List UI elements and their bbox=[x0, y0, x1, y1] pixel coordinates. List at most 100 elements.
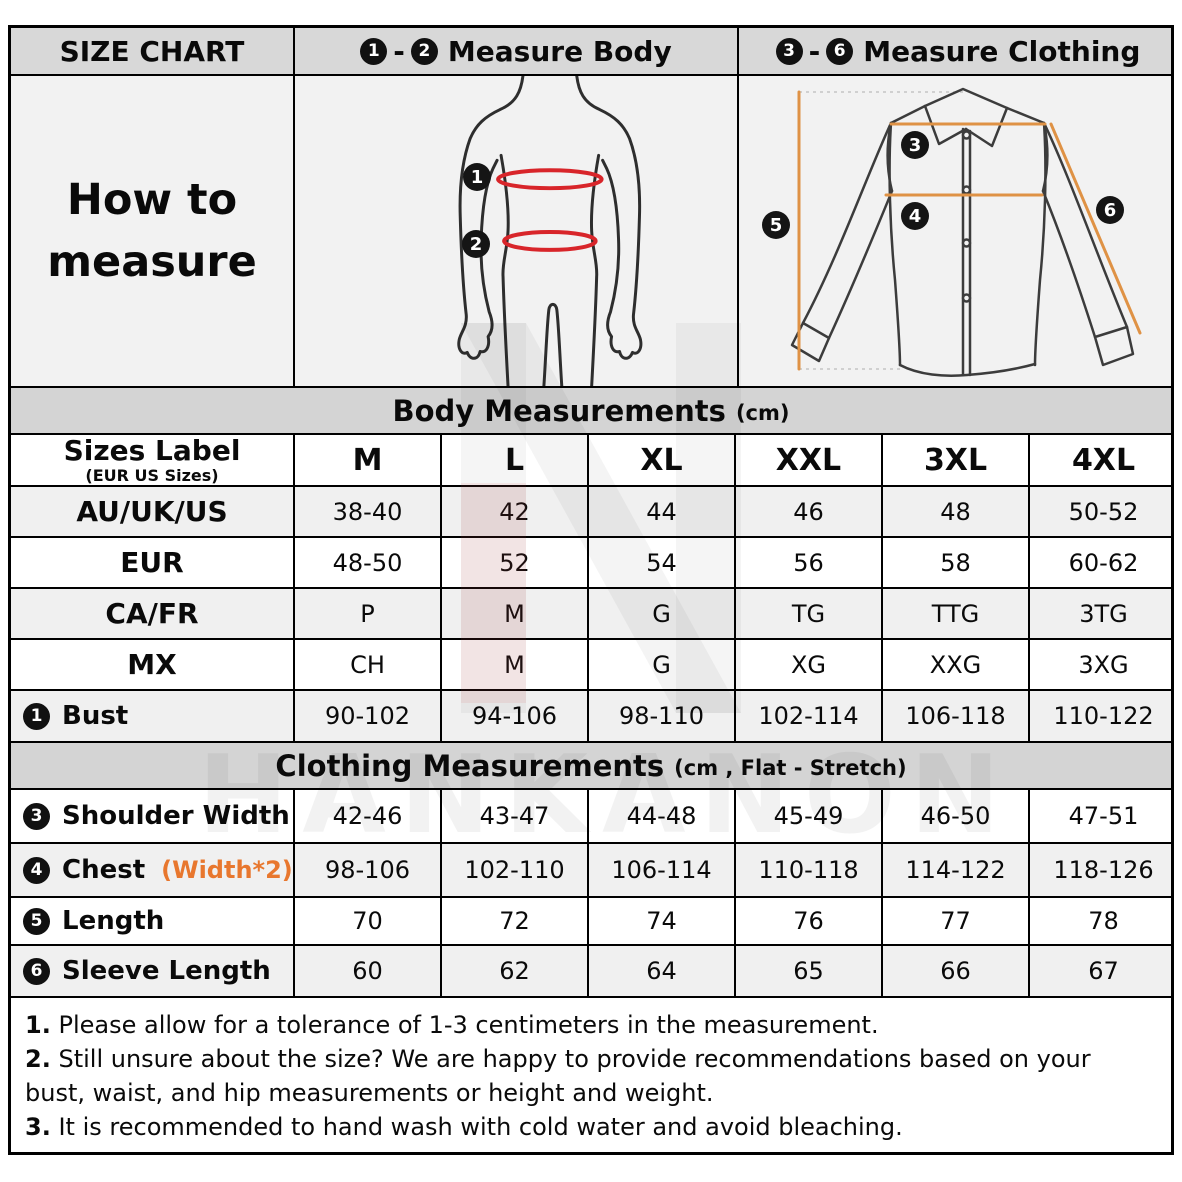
size-chart-title: SIZE CHART bbox=[11, 28, 295, 74]
table-cell: 44-48 bbox=[589, 790, 736, 842]
size-col-4xl: 4XL bbox=[1071, 442, 1136, 478]
note-1-number: 1. bbox=[25, 1011, 51, 1039]
table-cell: 106-114 bbox=[589, 844, 736, 896]
table-cell: 72 bbox=[442, 898, 589, 944]
measure-body-header: 1 - 2 Measure Body bbox=[295, 28, 739, 74]
length-label: Length bbox=[62, 906, 165, 936]
table-cell: 77 bbox=[883, 898, 1030, 944]
bust-label: Bust bbox=[62, 701, 129, 731]
row-label: MX bbox=[11, 640, 295, 689]
note-2: 2. Still unsure about the size? We are h… bbox=[25, 1042, 1157, 1110]
clothing-marker-6: 6 bbox=[1096, 196, 1124, 224]
table-row-shoulder-width: 3 Shoulder Width 42-46 43-47 44-48 45-49… bbox=[11, 790, 1171, 844]
table-cell: 110-118 bbox=[736, 844, 883, 896]
table-cell: TTG bbox=[883, 589, 1030, 638]
sleeve-measure-line bbox=[1049, 122, 1142, 335]
table-cell: 70 bbox=[295, 898, 442, 944]
table-cell: 62 bbox=[442, 946, 589, 996]
size-col-l: L bbox=[442, 435, 589, 485]
size-chart: SIZE CHART 1 - 2 Measure Body 3 - 6 Meas… bbox=[8, 25, 1174, 1155]
body-marker-2: 2 bbox=[462, 230, 490, 258]
circled-5-icon: 5 bbox=[23, 907, 50, 935]
body-outline-illustration bbox=[457, 76, 643, 386]
chest-label: Chest bbox=[62, 855, 146, 885]
table-cell: 66 bbox=[883, 946, 1030, 996]
clothing-marker-4: 4 bbox=[901, 202, 929, 230]
row-label-chest: 4 Chest (Width*2) bbox=[11, 844, 295, 896]
circled-3-icon: 3 bbox=[23, 802, 50, 830]
table-cell: 74 bbox=[589, 898, 736, 944]
table-cell: 56 bbox=[736, 538, 883, 587]
circled-1-icon: 1 bbox=[23, 702, 50, 730]
table-cell: TG bbox=[736, 589, 883, 638]
row-label: EUR bbox=[11, 538, 295, 587]
measure-clothing-label: Measure Clothing bbox=[863, 34, 1141, 68]
size-col-3xl: 3XL bbox=[883, 435, 1030, 485]
table-cell: 43-47 bbox=[442, 790, 589, 842]
table-cell: 110-122 bbox=[1053, 702, 1154, 730]
table-cell: M bbox=[442, 640, 589, 689]
note-1-text: Please allow for a tolerance of 1-3 cent… bbox=[58, 1011, 879, 1039]
clothing-measurements-title: Clothing Measurements bbox=[275, 748, 665, 783]
table-cell: 102-114 bbox=[736, 691, 883, 741]
body-measurements-header: Body Measurements (cm) bbox=[11, 388, 1171, 435]
table-cell: 42-46 bbox=[295, 790, 442, 842]
table-cell: XG bbox=[736, 640, 883, 689]
diagram-row: How to measure 1 2 bbox=[11, 76, 1171, 388]
table-cell: 94-106 bbox=[442, 691, 589, 741]
circled-2-icon: 2 bbox=[410, 37, 438, 65]
range-separator: - bbox=[393, 34, 405, 68]
table-cell: 3XG bbox=[1078, 650, 1129, 679]
row-label: CA/FR bbox=[11, 589, 295, 638]
sizes-header-row: Sizes Label (EUR US Sizes) M L XL XXL 3X… bbox=[11, 435, 1171, 487]
sizes-label-cell: Sizes Label (EUR US Sizes) bbox=[11, 435, 295, 485]
how-to-measure-title: How to measure bbox=[47, 169, 257, 294]
row-label-sleeve: 6 Sleeve Length bbox=[11, 946, 295, 996]
note-2-number: 2. bbox=[25, 1045, 51, 1074]
note-3: 3. It is recommended to hand wash with c… bbox=[25, 1110, 1157, 1144]
measure-body-label: Measure Body bbox=[447, 34, 672, 68]
circled-4-icon: 4 bbox=[23, 856, 50, 884]
table-cell: 76 bbox=[736, 898, 883, 944]
table-cell: 48-50 bbox=[295, 538, 442, 587]
table-cell: CH bbox=[295, 640, 442, 689]
clothing-marker-3: 3 bbox=[901, 131, 929, 159]
body-measurements-unit: (cm) bbox=[735, 400, 790, 425]
table-cell: 114-122 bbox=[883, 844, 1030, 896]
table-cell: 78 bbox=[1088, 907, 1119, 935]
size-col-xxl: XXL bbox=[736, 435, 883, 485]
table-cell: 50-52 bbox=[1068, 497, 1139, 526]
note-3-number: 3. bbox=[25, 1113, 51, 1142]
sleeve-length-label: Sleeve Length bbox=[62, 956, 271, 986]
how-to-measure-cell: How to measure bbox=[11, 76, 295, 386]
table-row-mx: MX CH M G XG XXG 3XG bbox=[11, 640, 1171, 691]
body-diagram-cell: 1 2 bbox=[295, 76, 739, 386]
top-header-row: SIZE CHART 1 - 2 Measure Body 3 - 6 Meas… bbox=[11, 28, 1171, 76]
footnotes: 1. Please allow for a tolerance of 1-3 c… bbox=[11, 998, 1171, 1152]
range-separator: - bbox=[808, 34, 821, 68]
table-cell: 90-102 bbox=[295, 691, 442, 741]
measure-clothing-header: 3 - 6 Measure Clothing bbox=[739, 28, 1171, 74]
circled-6-icon: 6 bbox=[23, 957, 50, 985]
table-cell: 67 bbox=[1088, 957, 1119, 985]
note-1: 1. Please allow for a tolerance of 1-3 c… bbox=[25, 1008, 1157, 1042]
table-cell: 54 bbox=[589, 538, 736, 587]
table-cell: 64 bbox=[589, 946, 736, 996]
shoulder-width-label: Shoulder Width bbox=[62, 801, 290, 831]
table-cell: 3TG bbox=[1079, 599, 1128, 628]
body-measurements-title: Body Measurements bbox=[392, 393, 726, 428]
table-cell: 52 bbox=[442, 538, 589, 587]
circled-6-icon: 6 bbox=[826, 37, 854, 65]
table-cell: 106-118 bbox=[883, 691, 1030, 741]
how-to-line2: measure bbox=[47, 237, 257, 287]
table-cell: XXG bbox=[883, 640, 1030, 689]
table-row-sleeve-length: 6 Sleeve Length 60 62 64 65 66 67 bbox=[11, 946, 1171, 998]
table-cell: 102-110 bbox=[442, 844, 589, 896]
circled-1-icon: 1 bbox=[360, 37, 388, 65]
table-row-bust: 1 Bust 90-102 94-106 98-110 102-114 106-… bbox=[11, 691, 1171, 743]
shirt-outline-illustration bbox=[790, 87, 1142, 377]
table-cell: 98-106 bbox=[295, 844, 442, 896]
table-cell: 42 bbox=[442, 487, 589, 536]
clothing-diagram-cell: 3 4 5 6 bbox=[739, 76, 1171, 386]
note-3-text: It is recommended to hand wash with cold… bbox=[58, 1113, 903, 1142]
